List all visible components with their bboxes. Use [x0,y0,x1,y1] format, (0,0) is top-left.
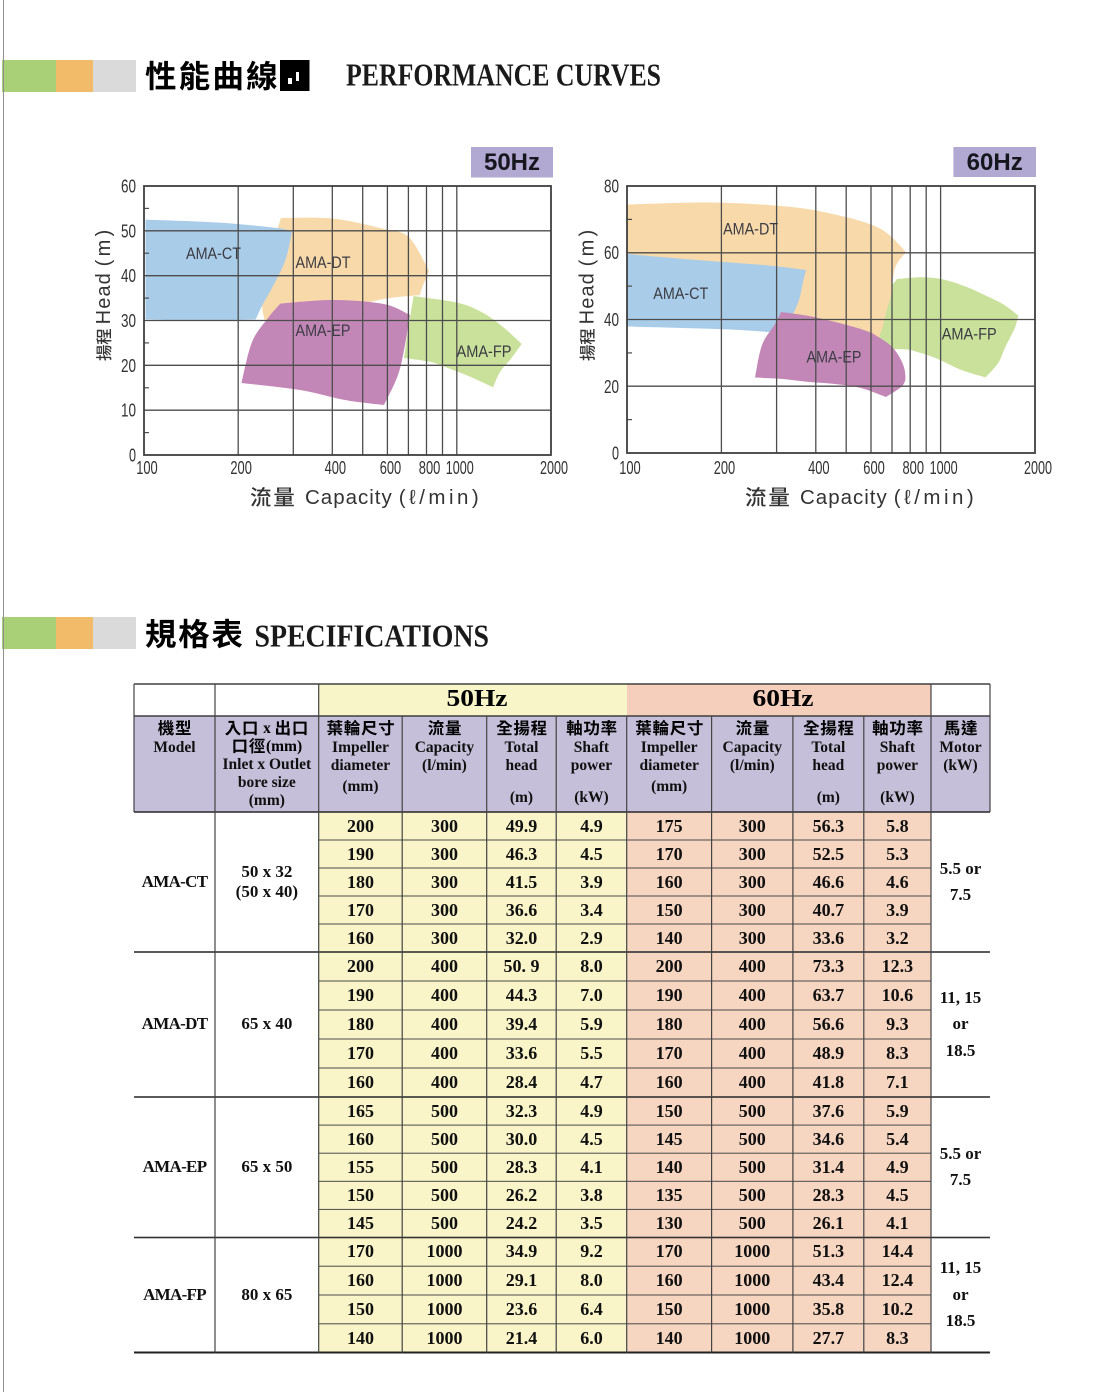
svg-text:(mm): (mm) [249,792,285,809]
svg-text:60: 60 [604,243,619,263]
svg-text:(ℓ/min): (ℓ/min) [399,486,483,509]
svg-text:PERFORMANCE CURVES: PERFORMANCE CURVES [346,57,661,93]
svg-text:Motor: Motor [939,739,981,756]
svg-text:Head: Head [93,272,115,324]
svg-text:Inlet x Outlet: Inlet x Outlet [223,756,313,773]
svg-text:60Hz: 60Hz [753,686,814,712]
svg-text:SPECIFICATIONS: SPECIFICATIONS [255,617,490,653]
svg-text:0: 0 [612,444,619,464]
svg-text:(mm): (mm) [651,778,687,795]
svg-text:power: power [571,757,612,774]
svg-text:Shaft: Shaft [880,739,916,756]
svg-text:AMA-FP: AMA-FP [942,326,997,344]
svg-text:AMA-FP: AMA-FP [457,343,512,361]
svg-text:diameter: diameter [639,757,699,774]
svg-text:40: 40 [604,310,619,330]
svg-text:400: 400 [325,457,347,478]
svg-text:60: 60 [121,177,136,197]
svg-text:60Hz: 60Hz [967,149,1023,176]
svg-text:10: 10 [121,401,136,421]
svg-text:(kW): (kW) [880,789,914,806]
svg-text:Impeller: Impeller [332,739,389,756]
svg-text:bore size: bore size [238,774,296,791]
svg-text:AMA-EP: AMA-EP [296,322,351,340]
svg-text:Shaft: Shaft [574,739,610,756]
svg-text:Capacity: Capacity [305,486,393,509]
svg-text:(m): (m) [93,226,115,266]
svg-text:200: 200 [714,457,736,478]
svg-text:(ℓ/min): (ℓ/min) [894,486,978,509]
svg-text:100: 100 [619,457,641,478]
svg-text:head: head [506,757,538,774]
svg-text:20: 20 [604,377,619,397]
svg-text:200: 200 [230,457,252,478]
svg-text:2000: 2000 [540,457,568,478]
svg-text:head: head [812,757,844,774]
svg-text:800: 800 [903,457,925,478]
svg-text:1000: 1000 [930,457,958,478]
svg-text:30: 30 [121,311,136,331]
svg-text:50: 50 [121,221,136,241]
svg-text:100: 100 [136,457,158,478]
svg-text:Capacity: Capacity [723,739,783,756]
svg-text:Head: Head [577,272,599,324]
svg-text:power: power [877,757,918,774]
svg-text:20: 20 [121,356,136,376]
svg-text:(m): (m) [577,226,599,266]
svg-text:0: 0 [129,446,136,466]
svg-text:Impeller: Impeller [641,739,698,756]
svg-text:AMA-DT: AMA-DT [723,220,778,238]
svg-text:2000: 2000 [1024,457,1052,478]
svg-text:600: 600 [863,457,885,478]
svg-text:Total: Total [811,739,846,756]
svg-text:Capacity: Capacity [415,739,475,756]
svg-text:AMA-CT: AMA-CT [653,285,708,303]
svg-text:AMA-EP: AMA-EP [807,349,862,367]
svg-text:(kW): (kW) [943,757,977,774]
svg-text:400: 400 [808,457,830,478]
svg-text:diameter: diameter [331,757,391,774]
svg-text:80: 80 [604,177,619,197]
svg-text:x: x [263,720,271,737]
svg-text:40: 40 [121,266,136,286]
svg-text:(m): (m) [817,789,840,806]
svg-text:800: 800 [419,457,441,478]
svg-text:Capacity: Capacity [800,486,888,509]
svg-text:50Hz: 50Hz [447,686,508,712]
svg-text:AMA-CT: AMA-CT [186,245,241,263]
svg-text:AMA-DT: AMA-DT [296,254,351,272]
svg-text:1000: 1000 [446,457,474,478]
svg-text:(mm): (mm) [342,778,378,795]
svg-text:(kW): (kW) [574,789,608,806]
svg-text:Total: Total [505,739,540,756]
svg-text:(l/min): (l/min) [422,757,467,774]
svg-text:Model: Model [153,739,196,756]
svg-text:600: 600 [380,457,402,478]
svg-text:(mm): (mm) [266,738,302,755]
svg-text:(l/min): (l/min) [730,757,775,774]
svg-text:50Hz: 50Hz [484,149,540,176]
svg-text:(m): (m) [510,789,533,806]
